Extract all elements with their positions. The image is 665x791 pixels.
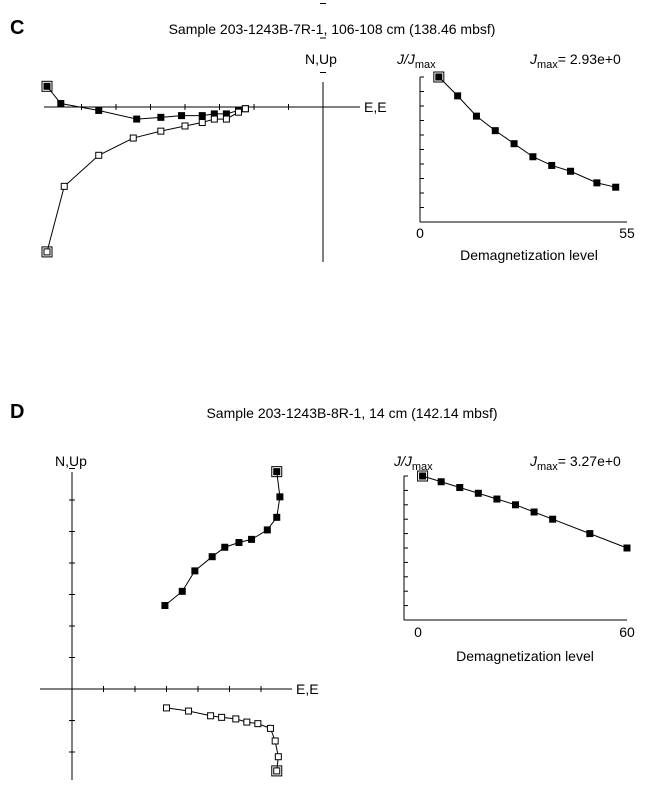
panel-c-title: Sample 203-1243B-7R-1, 106-108 cm (138.4… (169, 21, 496, 37)
panel-d-horizontal-point (161, 602, 169, 610)
panel-d-vertical-point (163, 704, 170, 712)
panel-d-vertical-point (243, 718, 251, 726)
panel-d-horizontal-axis-label: E,E (296, 681, 319, 697)
panel-d-horizontal-point (178, 587, 186, 595)
panel-c-decay-point (548, 161, 556, 169)
panel-c-horizontal-point (178, 112, 186, 120)
panel-d-vertical-point (273, 767, 281, 775)
panel-d-horizontal-point (208, 553, 216, 561)
panel-d-vertical-axis-label: N,Up (55, 453, 87, 469)
panel-d-horizontal-point (276, 493, 284, 501)
panel-d-horizontal-point (273, 468, 281, 476)
panel-c-jmax-annotation: Jmax= 2.93e+0 (529, 51, 621, 71)
panel-c-decay-point (454, 92, 462, 100)
panel-d-decay-plot: J/Jmax Jmax= 3.27e+0 0 60 Demagnetizatio… (393, 453, 635, 664)
panel-d-decay-point (549, 515, 557, 523)
panel-c-vertical-nrm-marker (41, 246, 53, 258)
panel-c-vertical-point (181, 122, 189, 130)
panel-d: D Sample 203-1243B-8R-1, 14 cm (142.14 m… (10, 401, 635, 780)
panel-c-horizontal-point (157, 113, 165, 121)
panel-d-horizontal-point (273, 513, 281, 521)
panel-c-vertical-point (198, 119, 206, 127)
panel-c-decay-point (593, 179, 601, 187)
panel-c-decay-point (472, 112, 480, 120)
panel-c-decay-y-label: J/Jmax (396, 51, 436, 71)
panel-c-horizontal-point (95, 106, 103, 114)
panel-c-vertical-point (234, 108, 242, 116)
panel-c-decay-point (612, 183, 620, 191)
panel-c-decay-point (567, 167, 575, 175)
panel-d-decay-point (530, 508, 538, 516)
panel-c-decay-x-tick-max: 55 (619, 225, 635, 241)
panel-d-vertical-point (274, 753, 282, 761)
panel-d-decay-x-tick-min: 0 (414, 624, 422, 640)
panel-d-decay-x-tick-max: 60 (619, 624, 635, 640)
panel-c-vertical-point (60, 182, 68, 190)
panel-d-horizontal-point (235, 539, 243, 547)
panel-d-vertical-point (207, 712, 215, 720)
panel-d-decay-point (586, 530, 594, 538)
panel-d-letter: D (10, 401, 24, 423)
panel-d-decay-point (474, 489, 482, 497)
panel-c-vertical-projection-line (46, 108, 246, 253)
panel-d-vertical-point (232, 715, 240, 723)
panel-d-decay-point (437, 478, 445, 486)
panel-d-title: Sample 203-1243B-8R-1, 14 cm (142.14 mbs… (206, 405, 497, 421)
panel-c-decay-line (438, 76, 616, 188)
panel-d-decay-line (422, 475, 628, 549)
panel-d-vertical-point (271, 737, 279, 745)
panel-c-vertical-axis-label: N,Up (305, 51, 337, 67)
panel-c-decay-point (529, 153, 537, 161)
panel-d-horizontal-nrm-marker (271, 466, 283, 478)
panel-d-vertical-point (218, 713, 226, 721)
panel-d-zijderveld-plot: N,Up E,E (40, 453, 319, 780)
panel-d-horizontal-point (248, 535, 256, 543)
panel-d-horizontal-point (263, 526, 271, 534)
panel-c-vertical-point (43, 248, 51, 256)
panel-d-decay-point (512, 501, 519, 509)
panel-d-decay-point (419, 472, 427, 480)
panel-c-horizontal-point (57, 100, 65, 108)
panel-d-decay-nrm-marker (417, 470, 429, 482)
panel-d-vertical-nrm-marker (271, 765, 283, 777)
panel-d-jmax-annotation: Jmax= 3.27e+0 (529, 453, 621, 473)
panel-c-horizontal-nrm-marker (41, 80, 53, 92)
panel-c-letter: C (10, 17, 24, 39)
panel-c-decay-point (435, 73, 443, 81)
panel-d-decay-x-label: Demagnetization level (456, 648, 594, 664)
panel-c-horizontal-point (133, 115, 141, 123)
panel-c-decay-x-label: Demagnetization level (460, 247, 598, 263)
panel-d-decay-point (623, 544, 631, 552)
panel-c-horizontal-point (198, 112, 206, 120)
panel-d-vertical-point (254, 720, 262, 728)
panel-c-zijderveld-plot: N,Up E,E (41, 3, 387, 262)
panel-c-decay-x-tick-min: 0 (416, 225, 424, 241)
panel-c-decay-plot: J/Jmax Jmax= 2.93e+0 0 55 Demagnetizatio… (396, 51, 635, 263)
panel-d-decay-point (456, 484, 464, 492)
panel-c-horizontal-point (43, 82, 51, 90)
panel-c-horizontal-axis-label: E,E (364, 99, 387, 115)
panel-c-decay-point (491, 127, 499, 135)
panel-c-vertical-point (157, 127, 165, 135)
panel-c-decay-nrm-marker (433, 71, 445, 83)
panel-d-horizontal-projection-line (164, 471, 281, 606)
panel-c-vertical-point (210, 115, 218, 123)
panel-d-vertical-point (185, 707, 193, 715)
panel-c-vertical-point (129, 134, 137, 142)
panel-d-horizontal-point (221, 543, 229, 551)
panel-d-vertical-point (266, 724, 274, 732)
panel-d-horizontal-point (191, 567, 199, 575)
panel-c-decay-point (510, 140, 518, 148)
panel-c-vertical-point (241, 105, 249, 113)
panel-c-vertical-point (95, 151, 103, 159)
panel-d-decay-point (493, 495, 501, 503)
panel-d-decay-y-label: J/Jmax (393, 453, 433, 473)
panel-c: C Sample 203-1243B-7R-1, 106-108 cm (138… (10, 3, 635, 263)
panel-c-vertical-point (222, 115, 230, 123)
